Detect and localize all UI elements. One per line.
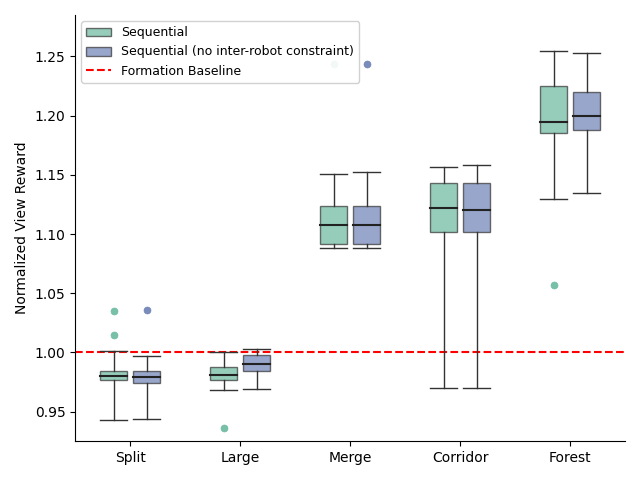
Bar xyxy=(320,205,348,243)
Bar xyxy=(243,355,270,372)
Bar xyxy=(573,92,600,130)
Bar xyxy=(463,183,490,232)
Bar xyxy=(133,372,161,383)
Bar xyxy=(430,183,458,232)
Bar xyxy=(540,86,567,133)
Bar xyxy=(210,367,237,380)
Y-axis label: Normalized View Reward: Normalized View Reward xyxy=(15,142,29,314)
Bar xyxy=(100,372,127,380)
Bar xyxy=(353,205,380,243)
Legend: Sequential, Sequential (no inter-robot constraint), Formation Baseline: Sequential, Sequential (no inter-robot c… xyxy=(81,21,359,83)
